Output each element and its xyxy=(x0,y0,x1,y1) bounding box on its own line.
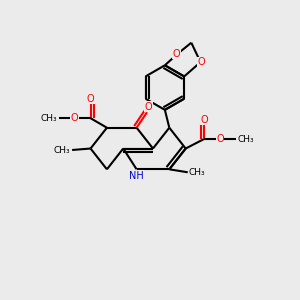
Text: CH₃: CH₃ xyxy=(189,168,206,177)
Text: CH₃: CH₃ xyxy=(238,134,255,143)
Text: O: O xyxy=(197,57,205,67)
Text: O: O xyxy=(71,113,78,123)
Text: NH: NH xyxy=(129,171,144,181)
Text: CH₃: CH₃ xyxy=(40,114,57,123)
Text: CH₃: CH₃ xyxy=(53,146,70,154)
Text: O: O xyxy=(87,94,94,104)
Text: O: O xyxy=(173,49,181,59)
Text: O: O xyxy=(216,134,224,144)
Text: O: O xyxy=(145,102,152,112)
Text: O: O xyxy=(200,115,208,125)
